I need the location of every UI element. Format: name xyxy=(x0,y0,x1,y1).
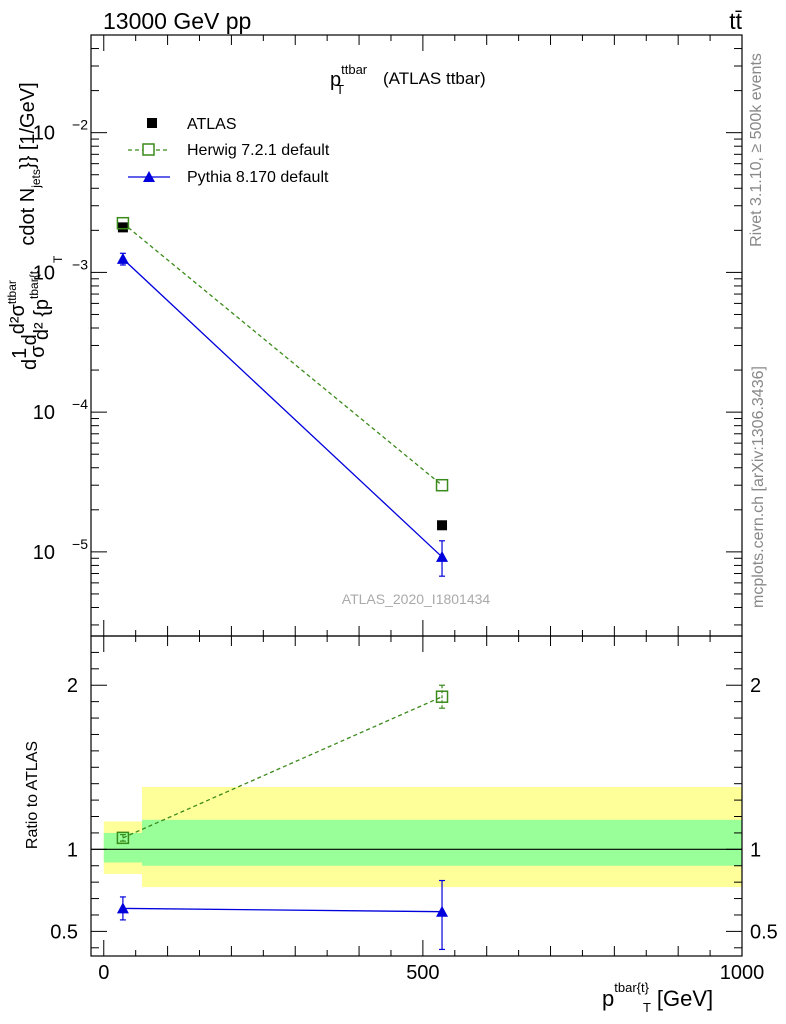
process-label: tt̄ xyxy=(729,8,742,34)
legend-atlas-marker xyxy=(147,118,157,128)
legend-pythia-label: Pythia 8.170 default xyxy=(187,169,329,186)
ylabel-sigma: d²σ xyxy=(7,303,29,334)
upper-y-tick-exp: −5 xyxy=(72,536,88,552)
ylabel-sigma-sup: ttbar xyxy=(5,280,19,304)
ylabel-rest-sub: jets xyxy=(29,169,43,189)
panel-title-rest: (ATLAS ttbar) xyxy=(383,69,486,88)
ylabel-den-sub: T xyxy=(51,255,65,263)
upper-y-tick-base: 10 xyxy=(33,123,55,145)
legend-atlas-label: ATLAS xyxy=(187,116,237,133)
x-tick-label: 500 xyxy=(406,962,439,984)
ylabel-d2: d xyxy=(19,334,41,345)
ylabel-den-sup: tbar{t xyxy=(27,270,41,299)
rivet-label: Rivet 3.1.10, ≥ 500k events xyxy=(748,53,765,247)
ylabel-tail: }} [1/GeV] xyxy=(17,82,39,169)
upper-axis-ticks: 10 −2 10 −3 10 −4 10 −5 xyxy=(33,34,743,636)
ratio-y-tick-label-right: 1 xyxy=(750,839,761,861)
pythia-line xyxy=(122,258,443,558)
upper-y-tick-label: 10 −5 xyxy=(33,536,88,564)
panel-title-sup: ttbar xyxy=(341,62,368,77)
ratio-pythia-point xyxy=(116,902,129,914)
x-tick-label: 1000 xyxy=(720,962,765,984)
pythia-point xyxy=(116,252,129,264)
herwig-point xyxy=(116,216,130,230)
atlas-point xyxy=(437,520,448,531)
analysis-watermark: ATLAS_2020_I1801434 xyxy=(342,591,491,607)
upper-panel-series xyxy=(116,216,449,577)
ratio-bands xyxy=(103,786,742,888)
pythia-point xyxy=(436,550,449,562)
ylabel-frac-den: σ xyxy=(27,345,49,358)
upper-y-tick-label: 10 −2 xyxy=(33,117,88,145)
panel-title-sub: T xyxy=(336,82,344,97)
ratio-herwig-line xyxy=(122,696,443,839)
ratio-pythia-point xyxy=(436,905,449,917)
atlas-point xyxy=(117,222,128,233)
ratio-panel-frame xyxy=(90,635,743,957)
x-axis-label-sub: T xyxy=(643,1000,651,1015)
upper-y-tick-label: 10 −4 xyxy=(33,396,88,424)
legend: ATLAS Herwig 7.2.1 default Pythia 8.170 … xyxy=(128,116,330,186)
ratio-panel-series xyxy=(116,684,449,951)
x-axis-label-main: p xyxy=(602,986,614,1011)
ratio-band-inner xyxy=(142,819,742,866)
svg-text:d1σdd²σttbard² {ptbar{tTcdot N: d1σdd²σttbard² {ptbar{tTcdot Njets}} [1/… xyxy=(5,82,65,370)
energy-label: 13000 GeV pp xyxy=(103,8,251,34)
x-axis-label-sup: tbar{t} xyxy=(614,980,649,995)
ylabel-rest: cdot N xyxy=(17,188,39,246)
ratio-y-tick-label-left: 1 xyxy=(67,839,78,861)
x-axis-label-rest: [GeV] xyxy=(657,986,713,1011)
legend-pythia-marker xyxy=(143,171,155,182)
legend-herwig-marker xyxy=(142,143,155,156)
ylabel-frac: 1 xyxy=(9,348,31,359)
upper-y-tick-base: 10 xyxy=(33,402,55,424)
upper-y-label: d1σdd²σttbard² {ptbar{tTcdot Njets}} [1/… xyxy=(5,82,65,370)
legend-herwig-label: Herwig 7.2.1 default xyxy=(187,142,330,159)
ratio-herwig-point xyxy=(116,831,130,845)
ratio-y-tick-label-left: 2 xyxy=(67,675,78,697)
panel-title: pttbar T xyxy=(330,62,368,97)
ylabel-den: d² {p xyxy=(31,299,53,340)
x-axis-label: ptbar{t} T [GeV] xyxy=(602,980,713,1015)
ratio-band-inner xyxy=(103,832,143,863)
upper-y-tick-label: 10 −3 xyxy=(33,256,88,284)
ratio-y-tick-label-right: 0.5 xyxy=(750,921,778,943)
ratio-y-tick-label-right: 2 xyxy=(750,675,761,697)
ratio-y-tick-label-left: 0.5 xyxy=(50,921,78,943)
mcplots-label: mcplots.cern.ch [arXiv:1306.3436] xyxy=(750,366,767,608)
upper-y-tick-exp: −3 xyxy=(72,256,88,272)
upper-y-tick-exp: −2 xyxy=(72,117,88,133)
herwig-point xyxy=(435,478,449,492)
x-tick-label: 0 xyxy=(98,962,109,984)
panel-title-main: p xyxy=(330,69,341,91)
ratio-axis-ticks: 0.5 0.5 1 1 2 2 0 500 1000 xyxy=(50,636,778,984)
upper-y-tick-base: 10 xyxy=(33,262,55,284)
ratio-pythia-line xyxy=(122,907,443,913)
upper-y-tick-base: 10 xyxy=(33,542,55,564)
ylabel-d: d xyxy=(19,359,41,370)
upper-y-tick-exp: −4 xyxy=(72,396,88,412)
ratio-y-label: Ratio to ATLAS xyxy=(24,741,41,849)
herwig-line xyxy=(122,222,443,486)
ratio-herwig-point xyxy=(435,690,449,703)
